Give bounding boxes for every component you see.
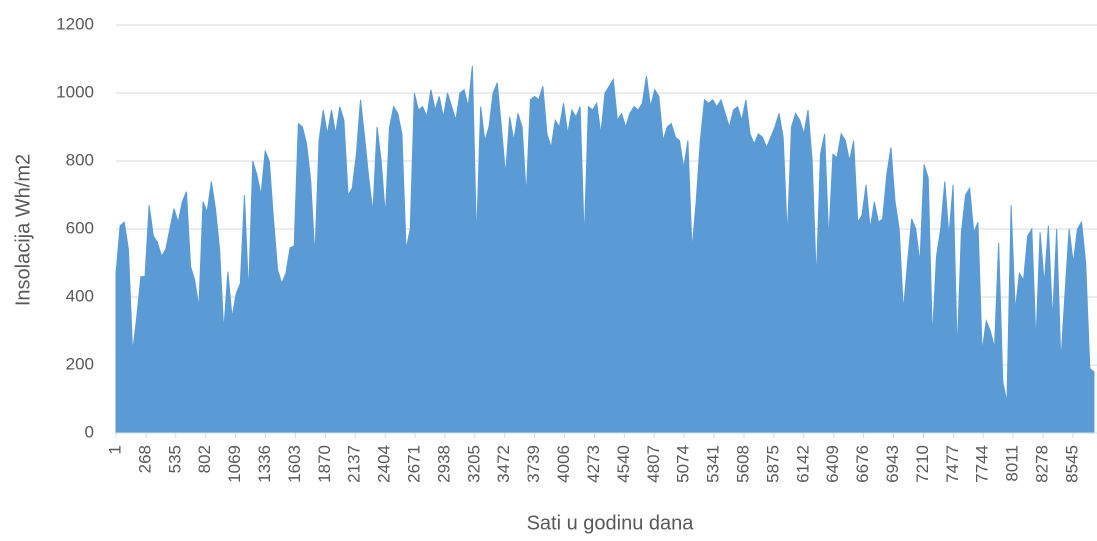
x-tick-label: 4540 <box>614 445 633 483</box>
x-tick-label: 8545 <box>1062 445 1081 483</box>
x-tick-label: 4807 <box>644 445 663 483</box>
x-tick-label: 7477 <box>943 445 962 483</box>
y-axis-label: Insolacija Wh/m2 <box>12 154 34 306</box>
x-tick-label: 6676 <box>853 445 872 483</box>
x-tick-label: 7210 <box>913 445 932 483</box>
x-tick-label: 8011 <box>1003 445 1022 482</box>
x-axis-label: Sati u godinu dana <box>527 512 695 534</box>
y-tick-label: 600 <box>66 218 94 237</box>
x-tick-label: 3472 <box>494 445 513 483</box>
x-tick-label: 268 <box>135 445 154 473</box>
x-tick-label: 6409 <box>823 445 842 483</box>
x-tick-label: 5341 <box>704 445 723 483</box>
x-tick-label: 6142 <box>793 445 812 483</box>
x-tick-label: 535 <box>165 445 184 473</box>
x-tick-label: 1870 <box>315 445 334 483</box>
x-tick-label: 4273 <box>584 445 603 483</box>
x-tick-label: 2404 <box>375 445 394 483</box>
x-tick-label: 5074 <box>674 445 693 483</box>
x-tick-label: 3739 <box>524 445 543 483</box>
x-tick-label: 6943 <box>883 445 902 483</box>
y-tick-label: 400 <box>66 286 94 305</box>
y-tick-label: 0 <box>85 422 94 441</box>
y-tick-label: 800 <box>66 150 94 169</box>
area <box>115 65 1095 434</box>
x-tick-label: 1069 <box>225 445 244 483</box>
x-tick-label: 5608 <box>733 445 752 483</box>
y-tick-label: 1200 <box>56 14 94 33</box>
x-tick-label: 1 <box>105 445 124 454</box>
x-tick-label: 8278 <box>1033 445 1052 483</box>
x-tick-label: 4006 <box>554 445 573 483</box>
x-tick-label: 802 <box>195 445 214 473</box>
x-tick-label: 7744 <box>973 445 992 483</box>
x-tick-label: 5875 <box>763 445 782 483</box>
y-tick-label: 1000 <box>56 82 94 101</box>
x-tick-label: 1336 <box>255 445 274 483</box>
x-tick-label: 1603 <box>285 445 304 483</box>
x-tick-label: 2938 <box>434 445 453 483</box>
x-tick-label: 2671 <box>405 445 424 483</box>
y-tick-label: 200 <box>66 354 94 373</box>
x-tick-label: 2137 <box>345 445 364 483</box>
x-tick-label: 3205 <box>464 445 483 483</box>
